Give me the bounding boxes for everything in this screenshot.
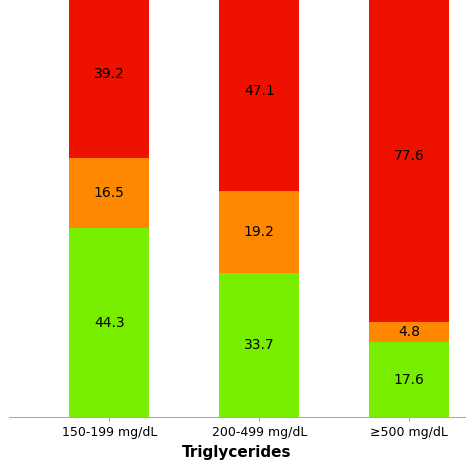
Bar [219,191,299,273]
Text: 44.3: 44.3 [94,316,125,329]
Bar [69,0,149,158]
Text: 47.1: 47.1 [244,84,274,98]
Text: 39.2: 39.2 [94,67,125,81]
Text: 17.6: 17.6 [393,373,424,387]
Text: 19.2: 19.2 [244,226,274,239]
Text: 16.5: 16.5 [94,186,125,200]
Bar [219,273,299,417]
Bar [369,321,449,342]
Bar [219,0,299,191]
Bar [369,342,449,417]
Text: 77.6: 77.6 [393,149,424,163]
Text: 4.8: 4.8 [398,325,420,339]
Bar [69,228,149,417]
X-axis label: Triglycerides: Triglycerides [182,445,292,460]
Text: 33.7: 33.7 [244,338,274,352]
Bar [69,158,149,228]
Bar [369,0,449,321]
